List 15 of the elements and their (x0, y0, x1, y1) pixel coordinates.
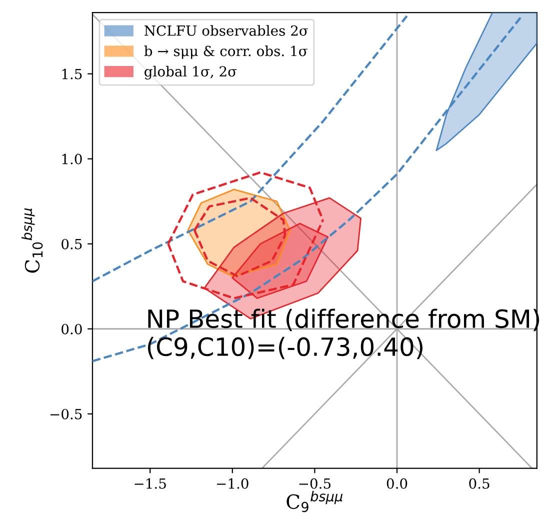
y-tick-label: 1.0 (62, 154, 82, 164)
y-tick-label: 0.0 (62, 324, 82, 334)
y-tick-label: 1.5 (62, 68, 82, 80)
x-tick-label: −1.0 (217, 478, 248, 489)
y-tick-label: −0.5 (50, 408, 82, 420)
x-tick-label: −0.5 (299, 478, 330, 489)
x-axis-title: C$_{9}$$^{bsμμ}$ (286, 490, 343, 512)
legend-label: b → sμμ & corr. obs. 1σ (144, 45, 308, 59)
legend-label: global 1σ, 2σ (144, 66, 237, 80)
x-tick-label: −1.5 (134, 478, 166, 489)
legend-label: NCLFU observables 2σ (144, 25, 308, 36)
x-tick-label: 0.0 (386, 478, 408, 489)
x-tick-label: 0.5 (469, 478, 490, 489)
y-tick-label: 0.5 (62, 238, 82, 250)
y-axis-title: C$_{10}$$^{bsμμ}$ (22, 208, 43, 273)
